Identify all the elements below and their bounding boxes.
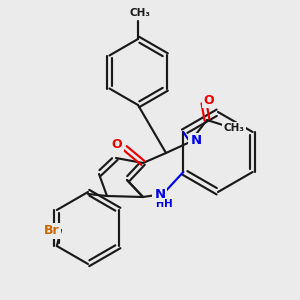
Text: N: N: [190, 134, 202, 148]
Text: CH₃: CH₃: [224, 123, 244, 133]
Text: CH₃: CH₃: [130, 8, 151, 18]
Text: N: N: [190, 136, 200, 148]
Text: H: H: [164, 199, 172, 209]
Text: N: N: [154, 188, 166, 200]
Text: O: O: [204, 94, 214, 106]
Text: H: H: [155, 199, 163, 209]
Text: Br: Br: [44, 224, 60, 238]
Text: N: N: [154, 188, 164, 202]
Text: O: O: [112, 139, 122, 152]
